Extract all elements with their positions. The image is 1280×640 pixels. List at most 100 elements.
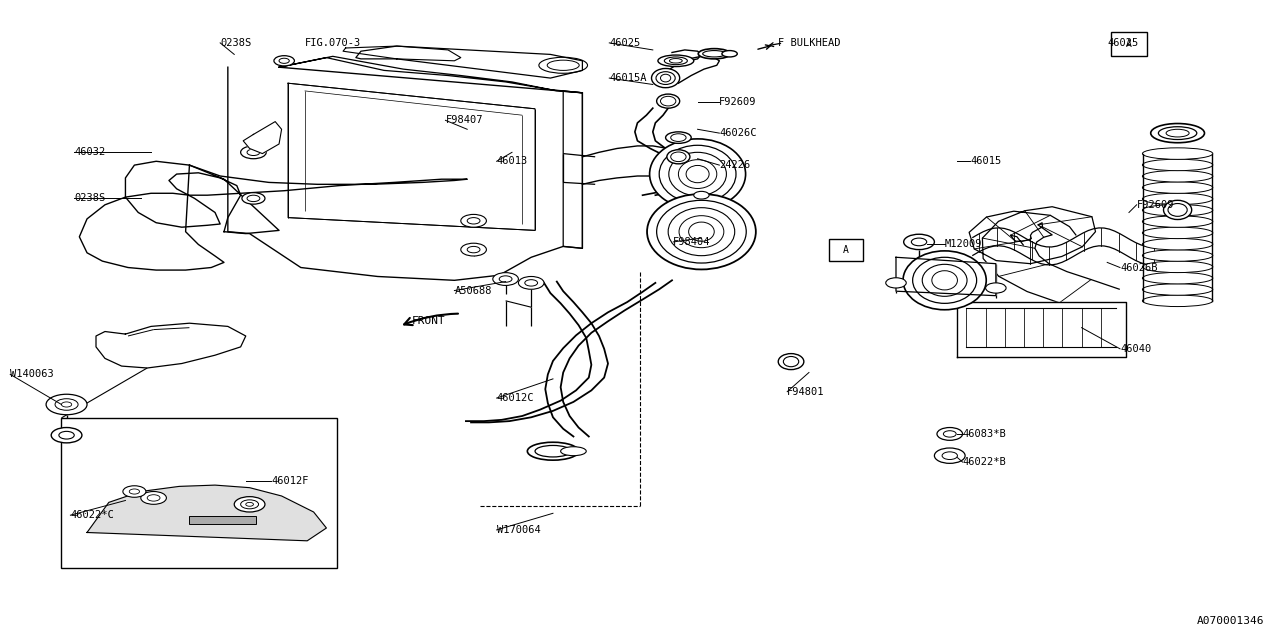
Ellipse shape bbox=[783, 356, 799, 367]
Ellipse shape bbox=[689, 222, 714, 241]
Text: F94801: F94801 bbox=[787, 387, 824, 397]
Circle shape bbox=[274, 56, 294, 66]
Text: 0238S: 0238S bbox=[74, 193, 105, 204]
Polygon shape bbox=[87, 485, 326, 541]
Bar bbox=[1111, 32, 1147, 56]
Circle shape bbox=[493, 273, 518, 285]
Text: 46015A: 46015A bbox=[609, 73, 646, 83]
Text: F92609: F92609 bbox=[1137, 200, 1174, 210]
Text: 46040: 46040 bbox=[1120, 344, 1151, 354]
Polygon shape bbox=[288, 83, 535, 230]
Bar bbox=[189, 516, 256, 524]
Ellipse shape bbox=[657, 200, 746, 263]
Circle shape bbox=[234, 497, 265, 512]
Ellipse shape bbox=[1164, 200, 1192, 220]
Text: 46083*B: 46083*B bbox=[963, 429, 1006, 439]
Text: F98407: F98407 bbox=[445, 115, 483, 125]
Circle shape bbox=[461, 214, 486, 227]
Ellipse shape bbox=[1143, 273, 1213, 284]
Text: A50688: A50688 bbox=[454, 285, 492, 296]
Ellipse shape bbox=[660, 97, 676, 106]
Ellipse shape bbox=[1143, 204, 1213, 216]
Text: 46026C: 46026C bbox=[719, 128, 756, 138]
Ellipse shape bbox=[699, 49, 730, 59]
Polygon shape bbox=[228, 67, 582, 280]
Text: 46022*B: 46022*B bbox=[963, 457, 1006, 467]
Ellipse shape bbox=[668, 207, 735, 256]
Polygon shape bbox=[896, 257, 996, 296]
Circle shape bbox=[46, 394, 87, 415]
Circle shape bbox=[141, 492, 166, 504]
Circle shape bbox=[461, 243, 486, 256]
Ellipse shape bbox=[932, 271, 957, 290]
Text: 46022*C: 46022*C bbox=[70, 510, 114, 520]
Ellipse shape bbox=[669, 59, 682, 63]
Ellipse shape bbox=[722, 51, 737, 57]
Text: FIG.070-3: FIG.070-3 bbox=[305, 38, 361, 48]
Ellipse shape bbox=[1143, 182, 1213, 193]
Circle shape bbox=[934, 448, 965, 463]
Ellipse shape bbox=[1151, 124, 1204, 143]
Ellipse shape bbox=[1166, 129, 1189, 137]
Polygon shape bbox=[563, 91, 582, 248]
Ellipse shape bbox=[1143, 250, 1213, 261]
Polygon shape bbox=[356, 46, 582, 78]
Bar bbox=[61, 418, 337, 568]
Ellipse shape bbox=[1143, 295, 1213, 307]
Ellipse shape bbox=[1158, 127, 1197, 140]
Ellipse shape bbox=[657, 94, 680, 108]
Ellipse shape bbox=[1169, 204, 1188, 216]
Ellipse shape bbox=[913, 257, 977, 303]
Text: A070001346: A070001346 bbox=[1197, 616, 1265, 626]
Text: F98404: F98404 bbox=[673, 237, 710, 247]
Ellipse shape bbox=[1143, 193, 1213, 205]
Ellipse shape bbox=[527, 442, 579, 460]
Text: 46025: 46025 bbox=[609, 38, 640, 48]
Circle shape bbox=[123, 486, 146, 497]
Text: F BULKHEAD: F BULKHEAD bbox=[778, 38, 841, 48]
Ellipse shape bbox=[671, 134, 686, 141]
Polygon shape bbox=[79, 165, 467, 270]
Ellipse shape bbox=[659, 145, 736, 203]
Ellipse shape bbox=[652, 68, 680, 88]
Ellipse shape bbox=[922, 264, 968, 296]
Circle shape bbox=[449, 54, 467, 63]
Text: 46012F: 46012F bbox=[271, 476, 308, 486]
Ellipse shape bbox=[658, 55, 694, 67]
Text: 24226: 24226 bbox=[719, 160, 750, 170]
Polygon shape bbox=[243, 122, 282, 154]
Ellipse shape bbox=[657, 72, 676, 84]
Ellipse shape bbox=[680, 216, 724, 248]
Ellipse shape bbox=[1143, 239, 1213, 250]
Circle shape bbox=[904, 234, 934, 250]
Circle shape bbox=[51, 428, 82, 443]
Ellipse shape bbox=[1143, 159, 1213, 171]
Text: A: A bbox=[844, 245, 849, 255]
Circle shape bbox=[694, 191, 709, 199]
Ellipse shape bbox=[649, 139, 745, 209]
Ellipse shape bbox=[904, 251, 987, 310]
Ellipse shape bbox=[686, 166, 709, 183]
Text: F92609: F92609 bbox=[719, 97, 756, 108]
Text: W170064: W170064 bbox=[497, 525, 540, 535]
Circle shape bbox=[242, 193, 265, 204]
Ellipse shape bbox=[671, 152, 686, 162]
Circle shape bbox=[241, 146, 266, 159]
Polygon shape bbox=[343, 46, 461, 61]
Polygon shape bbox=[96, 323, 246, 368]
Ellipse shape bbox=[535, 445, 571, 457]
Ellipse shape bbox=[1143, 227, 1213, 239]
Text: A: A bbox=[1126, 39, 1132, 49]
Text: W140063: W140063 bbox=[10, 369, 54, 380]
Ellipse shape bbox=[667, 150, 690, 164]
Circle shape bbox=[937, 428, 963, 440]
Bar bbox=[829, 239, 863, 261]
Text: FRONT: FRONT bbox=[412, 316, 445, 326]
Circle shape bbox=[55, 399, 78, 410]
Ellipse shape bbox=[1143, 170, 1213, 182]
Ellipse shape bbox=[1143, 148, 1213, 159]
Text: 46025: 46025 bbox=[1107, 38, 1138, 48]
Ellipse shape bbox=[1143, 216, 1213, 227]
Ellipse shape bbox=[666, 132, 691, 143]
Circle shape bbox=[986, 283, 1006, 293]
